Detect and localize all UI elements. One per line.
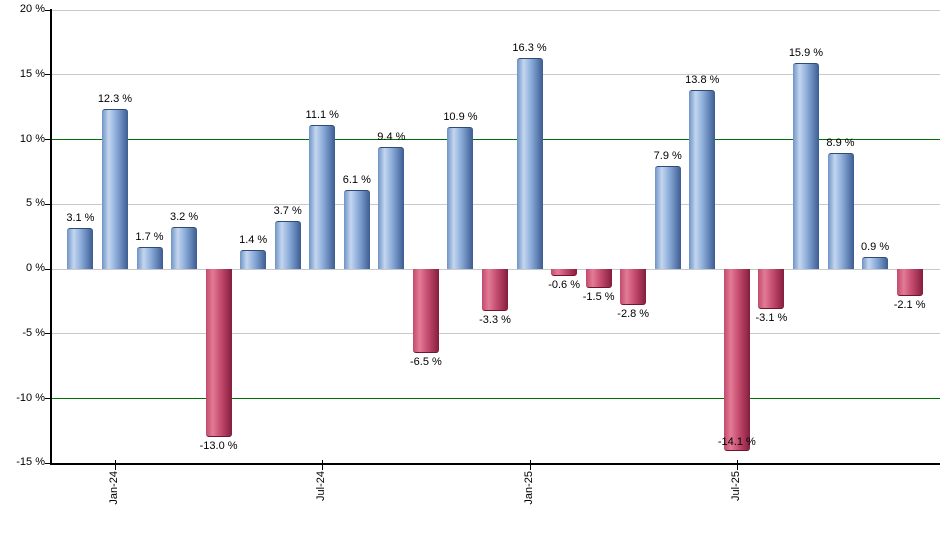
bar-positive [67,228,94,269]
y-axis-tick-label: 0 % [26,262,45,275]
bar-value-label: -13.0 % [199,439,238,452]
bar-positive [274,220,301,269]
bar-positive [343,189,370,269]
bar-positive [378,146,405,269]
bar-value-label: -3.1 % [755,311,788,324]
x-axis-tick [736,460,738,470]
bar-value-label: 12.3 % [97,93,133,106]
x-axis-tick [322,460,324,470]
bar-negative [723,268,750,452]
y-axis-line [50,9,52,464]
y-axis-tick [45,139,50,141]
grid-line [50,9,940,11]
y-axis-tick-label: -10 % [16,391,45,404]
bar-value-label: -14.1 % [717,436,756,449]
grid-line [50,333,940,335]
bar-negative [896,268,923,296]
y-axis-tick [45,268,50,270]
x-axis-line [50,463,940,465]
bar-positive [171,227,198,269]
bar-value-label: -2.1 % [893,298,926,311]
bar-positive [654,166,681,269]
x-axis-tick-label: Jul-24 [315,471,328,501]
y-axis-tick-label: 10 % [19,132,45,145]
bar-value-label: 3.7 % [273,204,302,217]
bar-value-label: 8.9 % [826,137,855,150]
bar-negative [205,268,232,437]
x-axis-tick [114,460,116,470]
bar-positive [862,256,889,269]
bar-value-label: 11.1 % [305,108,339,121]
bar-value-label: 3.1 % [66,212,95,225]
bar-value-label: -2.8 % [617,307,650,320]
bar-positive [827,153,854,269]
bar-negative [551,268,578,277]
bar-negative [585,268,612,289]
bar-value-label: -3.3 % [479,314,511,327]
x-axis-tick-label: Jan-24 [107,471,120,505]
x-axis-tick-label: Jul-25 [729,471,742,501]
bar-positive [240,250,267,269]
bar-value-label: 1.4 % [239,234,268,247]
y-axis-tick-label: 5 % [26,197,45,210]
bar-positive [516,57,543,269]
x-axis-tick-label: Jan-25 [522,471,535,505]
bar-negative [412,268,439,353]
y-axis-tick [45,333,50,335]
grid-line-green [50,398,940,400]
y-axis-tick-label: -5 % [22,326,45,339]
bar-value-label: -1.5 % [582,291,615,304]
bar-value-label: -0.6 % [548,279,580,292]
bar-value-label: 9.4 % [377,130,406,143]
bar-positive [447,127,474,269]
y-axis-tick-label: 20 % [19,3,45,16]
bar-value-label: 15.9 % [788,46,824,59]
y-axis-tick [45,398,50,400]
y-axis-tick [45,74,50,76]
x-axis-tick [529,460,531,470]
bar-value-label: 13.8 % [685,73,720,86]
bar-positive [101,109,128,269]
y-axis-tick-label: 15 % [19,67,45,80]
bar-value-label: 3.2 % [169,211,199,224]
bar-value-label: 1.7 % [135,230,164,243]
bar-negative [758,268,785,309]
bar-value-label: 6.1 % [342,173,371,186]
y-axis-tick-label: -15 % [16,456,45,469]
bar-value-label: 10.9 % [443,111,478,124]
bar-value-label: 7.9 % [653,150,682,163]
bar-negative [482,268,508,312]
bar-positive [792,62,819,269]
bar-negative [620,268,647,305]
y-axis-tick [45,462,50,464]
y-axis-tick [45,203,50,205]
bar-value-label: 16.3 % [512,41,547,54]
bar-positive [309,124,336,269]
y-axis-tick [45,9,50,11]
bar-positive [689,89,716,269]
bar-positive [136,246,163,269]
bar-value-label: 0.9 % [860,240,890,253]
bar-value-label: -6.5 % [409,355,442,368]
